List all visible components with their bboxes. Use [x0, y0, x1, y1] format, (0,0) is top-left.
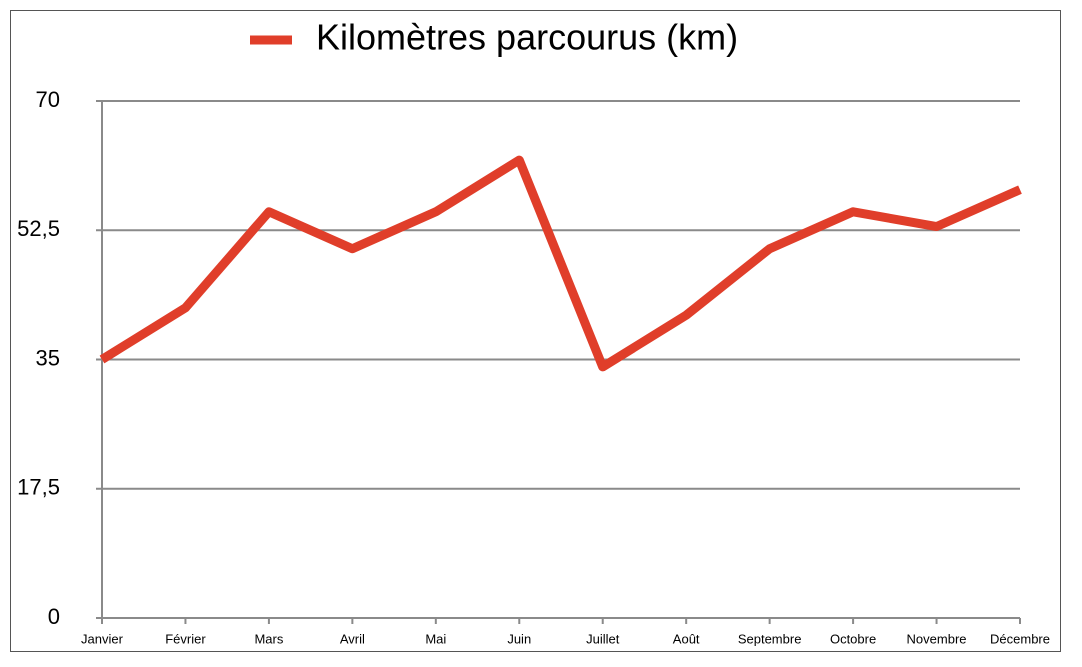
- x-tick-label: Janvier: [81, 631, 124, 646]
- y-tick-label: 17,5: [17, 475, 60, 500]
- y-tick-label: 70: [36, 87, 60, 112]
- data-line: [99, 155, 1022, 372]
- x-tick-label: Mars: [254, 631, 283, 646]
- y-tick-label: 0: [48, 604, 60, 629]
- x-tick-label: Juin: [507, 631, 531, 646]
- x-tick-label: Septembre: [738, 631, 802, 646]
- x-tick-label: Août: [673, 631, 700, 646]
- x-tick-label: Mai: [425, 631, 446, 646]
- x-tick-label: Décembre: [990, 631, 1050, 646]
- legend-label: Kilomètres parcourus (km): [316, 17, 738, 58]
- x-tick-label: Février: [165, 631, 206, 646]
- chart-frame: [10, 10, 1061, 652]
- x-tick-label: Novembre: [907, 631, 967, 646]
- x-tick-label: Octobre: [830, 631, 876, 646]
- y-tick-label: 52,5: [17, 216, 60, 241]
- x-tick-label: Juillet: [586, 631, 620, 646]
- y-tick-label: 35: [36, 345, 60, 370]
- x-tick-label: Avril: [340, 631, 365, 646]
